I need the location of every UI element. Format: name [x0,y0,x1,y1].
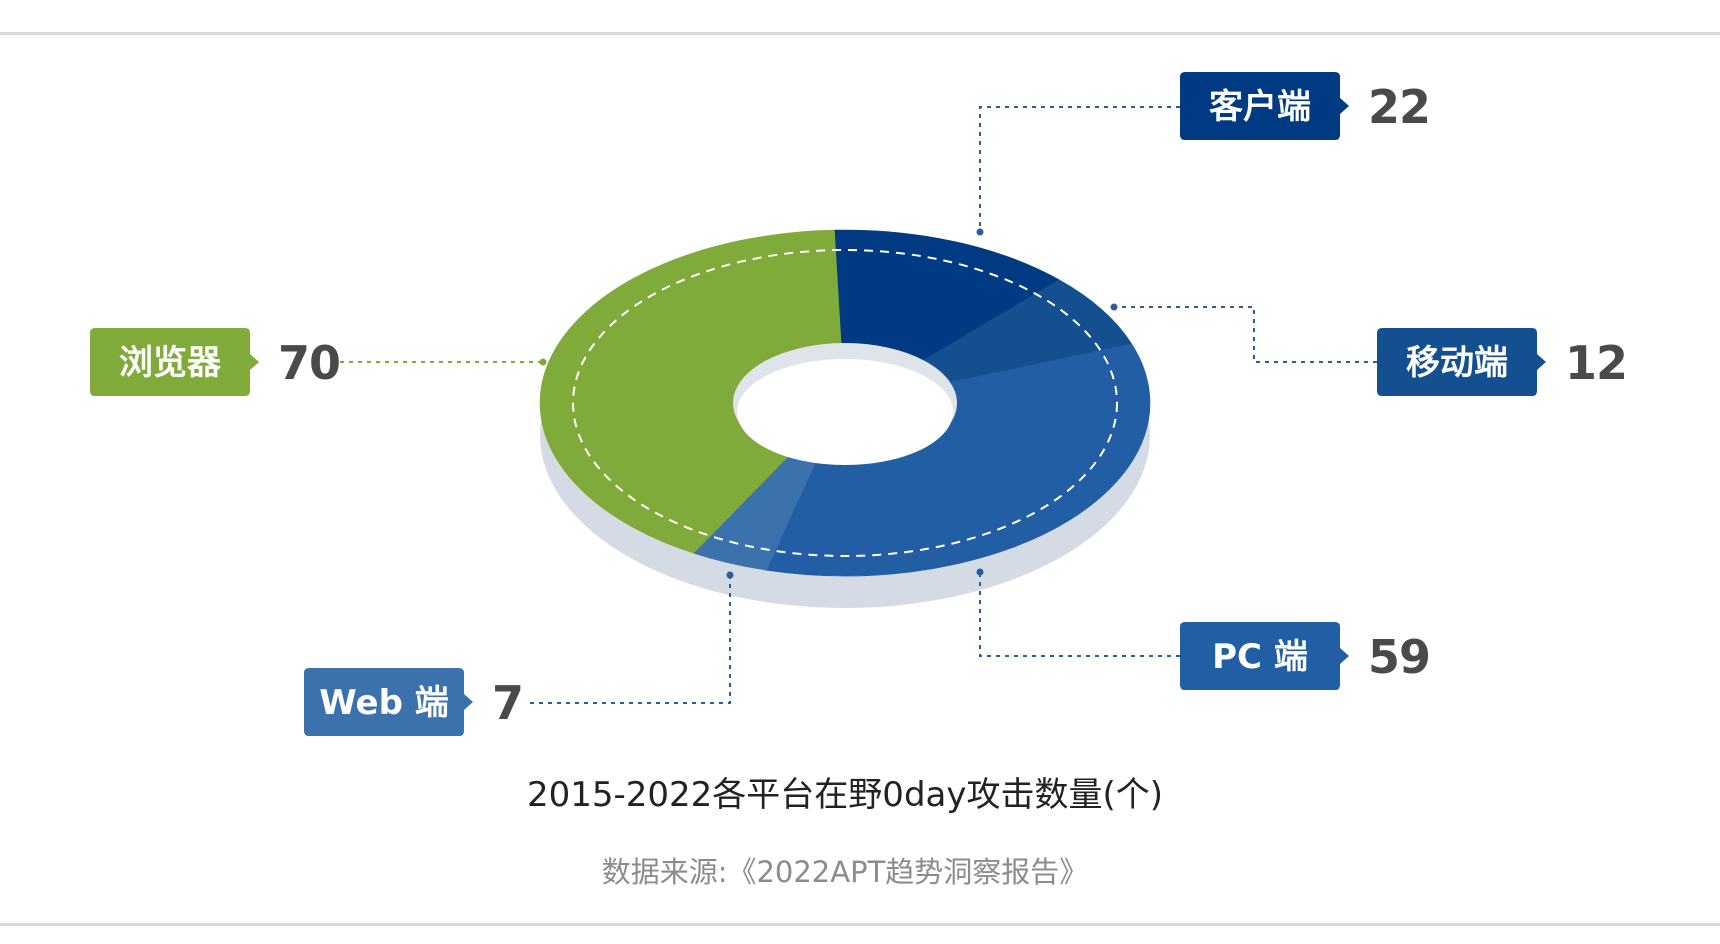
callout-pc: PC 端 59 [976,568,1431,690]
slice-value-mobile: 12 [1565,336,1627,390]
leader-line-mobile [1114,306,1377,363]
chart-title: 2015-2022各平台在野0day攻击数量(个) [527,775,1163,815]
label-box-mobile [1377,328,1546,396]
chart-slices [539,229,1151,577]
callout-client: 客户端 22 [976,72,1431,236]
slice-value-client: 22 [1368,80,1430,134]
leader-arrow-pc [976,568,984,576]
donut-dashed-ring [572,249,1118,557]
slice-value-pc: 59 [1368,630,1430,684]
slice-label-browser: 浏览器 [119,343,222,383]
chart-source: 数据来源:《2022APT趋势洞察报告》 [602,855,1089,889]
chart-decoration [572,249,1118,557]
slice-value-web: 7 [492,676,523,730]
top-divider [0,32,1720,35]
leader-line-pc [979,572,1180,657]
label-box-browser [90,328,259,396]
chart-callouts: 客户端 22 移动端 12 PC 端 59 Web 端 7 浏览器 70 [90,72,1628,736]
leader-line-client [979,106,1180,232]
donut-hole [737,359,953,465]
leader-arrow-web [726,571,734,579]
callout-mobile: 移动端 12 [1110,303,1628,396]
callout-browser: 浏览器 70 [90,328,547,396]
slice-label-mobile: 移动端 [1406,343,1508,383]
label-box-web [304,668,473,736]
bottom-divider [0,923,1720,926]
callout-web: Web 端 7 [304,571,734,736]
slice-label-client: 客户端 [1209,87,1311,127]
slice-value-browser: 70 [278,336,340,390]
leader-line-web [530,575,731,704]
label-box-client [1180,72,1349,140]
slice-label-web: Web 端 [319,683,449,723]
leader-arrow-mobile [1110,303,1118,311]
slice-label-pc: PC 端 [1212,637,1308,677]
leader-arrow-browser [539,358,547,366]
label-box-pc [1180,622,1349,690]
leader-arrow-client [976,228,984,236]
